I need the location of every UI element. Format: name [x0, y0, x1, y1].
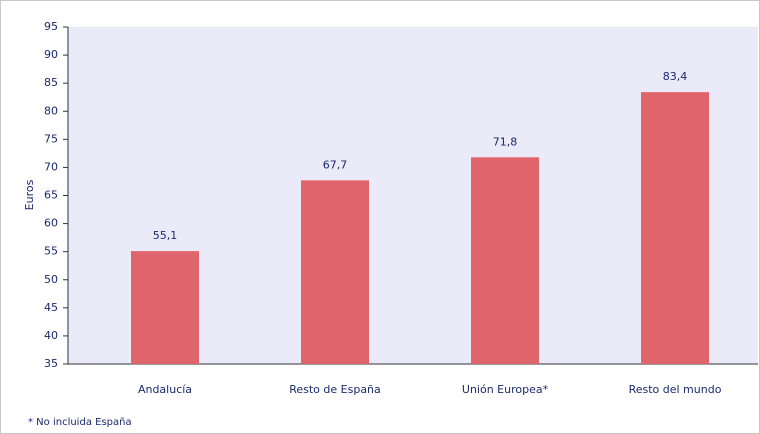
y-tick-label: 80 [44, 104, 58, 117]
bar [641, 92, 709, 365]
y-tick-label: 85 [44, 76, 58, 89]
y-axis-label: Euros [23, 179, 36, 210]
y-tick-label: 60 [44, 217, 58, 230]
y-tick-label: 50 [44, 273, 58, 286]
x-tick-label: Unión Europea* [462, 383, 549, 396]
y-tick-label: 65 [44, 189, 58, 202]
y-tick-label: 90 [44, 48, 58, 61]
bar [471, 157, 539, 364]
y-tick-label: 40 [44, 329, 58, 342]
value-label: 71,8 [493, 135, 518, 148]
y-tick-label: 35 [44, 357, 58, 370]
x-tick-label: Resto del mundo [629, 383, 722, 396]
y-tick-label: 70 [44, 160, 58, 173]
y-tick-label: 55 [44, 245, 58, 258]
x-tick-label: Resto de España [289, 383, 381, 396]
y-tick-label: 75 [44, 132, 58, 145]
y-tick-label: 45 [44, 301, 58, 314]
value-label: 67,7 [323, 158, 348, 171]
y-tick-label: 95 [44, 20, 58, 33]
footnote: * No incluida España [28, 417, 132, 428]
x-tick-label: Andalucía [138, 383, 192, 396]
value-label: 83,4 [663, 70, 688, 83]
bar [131, 251, 199, 364]
value-label: 55,1 [153, 229, 178, 242]
bar [301, 180, 369, 364]
